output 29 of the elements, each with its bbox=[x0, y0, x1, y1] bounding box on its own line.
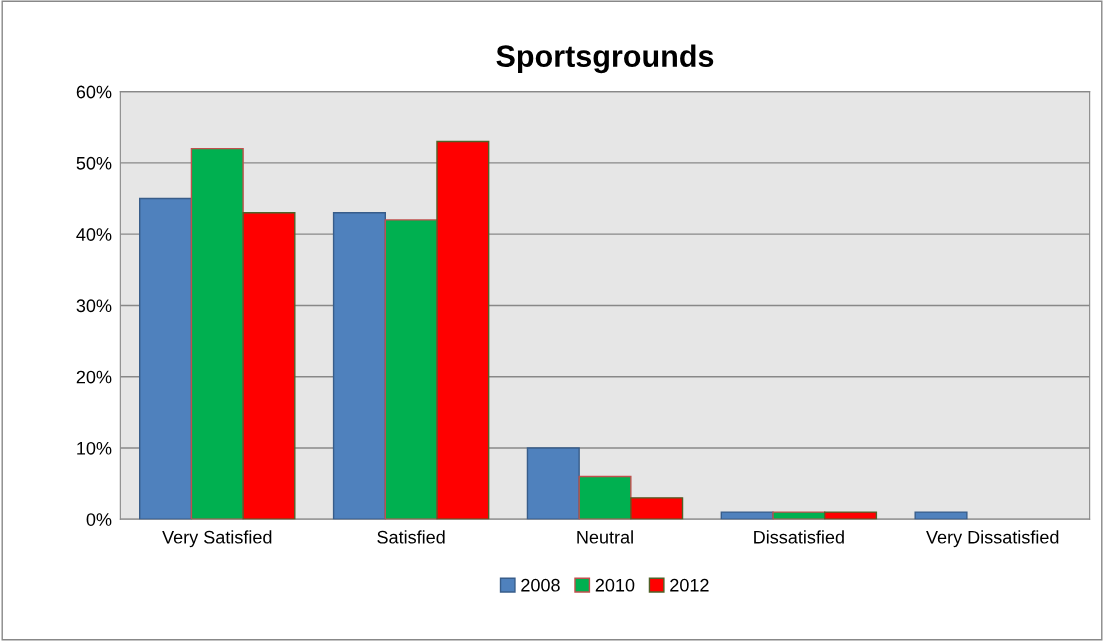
x-tick-label: Neutral bbox=[577, 530, 633, 544]
bar bbox=[190, 147, 244, 520]
bar bbox=[578, 475, 632, 520]
x-tick-label: Satisfied bbox=[377, 530, 445, 544]
y-tick-label: 40% bbox=[76, 228, 112, 241]
bar bbox=[242, 212, 296, 520]
bar bbox=[772, 511, 826, 520]
bar bbox=[139, 197, 193, 520]
bar bbox=[824, 511, 878, 520]
legend-label: 2008 bbox=[521, 578, 560, 592]
bar bbox=[720, 511, 774, 520]
legend-label: 2010 bbox=[595, 578, 635, 592]
y-tick-label: 30% bbox=[76, 299, 112, 313]
x-tick-label: Very Dissatisfied bbox=[926, 530, 1059, 548]
y-tick-label: 10% bbox=[77, 441, 112, 455]
x-tick-label: Dissatisfied bbox=[754, 530, 844, 544]
bar bbox=[526, 447, 580, 520]
bar bbox=[436, 140, 490, 520]
x-tick-label: Very Satisfied bbox=[162, 530, 272, 548]
bar bbox=[630, 497, 684, 520]
y-tick-label: 50% bbox=[76, 156, 112, 170]
y-tick-label: 0% bbox=[86, 513, 112, 526]
y-tick-label: 60% bbox=[76, 85, 112, 99]
bar bbox=[384, 219, 438, 520]
legend-label: 2012 bbox=[670, 578, 709, 592]
y-tick-label: 20% bbox=[76, 370, 112, 384]
bar bbox=[332, 212, 386, 520]
bar bbox=[914, 511, 968, 520]
chart-title: Sportsgrounds bbox=[496, 44, 714, 74]
